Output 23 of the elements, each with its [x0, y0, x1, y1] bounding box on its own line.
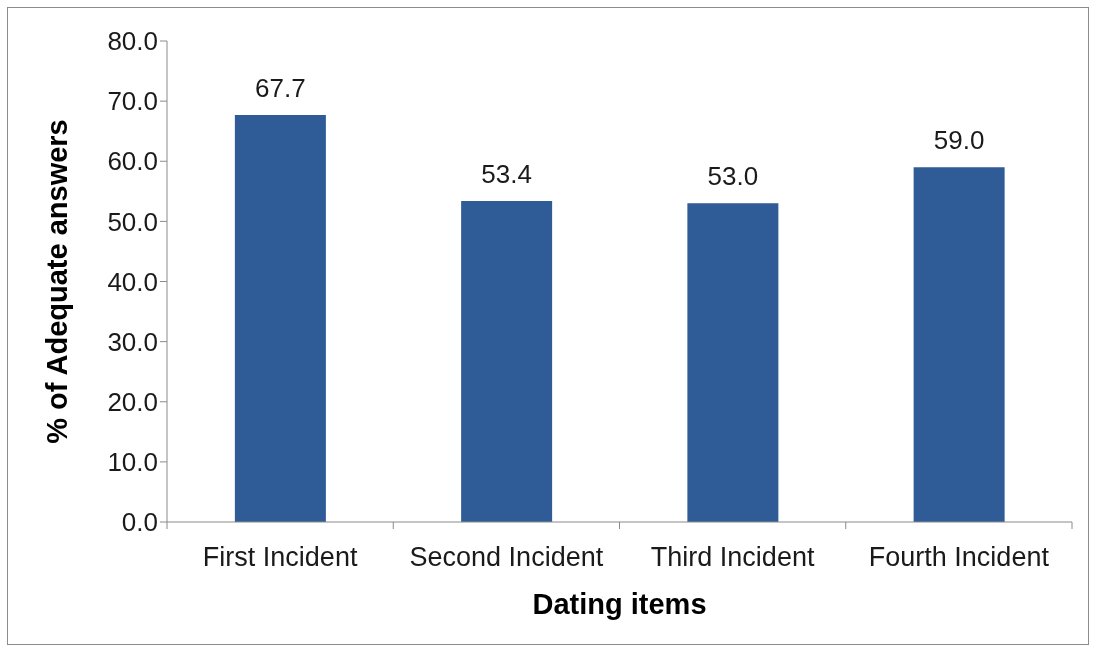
bar [913, 167, 1005, 522]
x-tick-label: Second Incident [409, 542, 604, 572]
bar [687, 203, 779, 522]
data-label: 53.0 [707, 161, 759, 192]
y-tick-label: 10.0 [107, 447, 158, 478]
y-tick-label: 0.0 [121, 507, 158, 538]
x-tick-label: Third Incident [650, 542, 815, 572]
y-axis-title: % of Adequate answers [41, 119, 74, 444]
data-label: 59.0 [933, 125, 985, 156]
x-axis-title: Dating items [532, 588, 707, 620]
y-tick-label: 40.0 [107, 266, 158, 297]
y-tick-label: 20.0 [107, 386, 158, 417]
y-tick-label: 80.0 [107, 26, 158, 57]
bar [234, 114, 326, 522]
y-tick-label: 50.0 [107, 206, 158, 237]
data-label: 67.7 [255, 72, 306, 103]
y-tick-label: 70.0 [107, 86, 158, 117]
x-tick-label: First Incident [202, 542, 358, 572]
data-label: 53.4 [481, 158, 532, 189]
y-tick-label: 30.0 [107, 326, 158, 357]
y-tick-label: 60.0 [107, 146, 158, 177]
bar [461, 200, 553, 522]
x-tick-label: Fourth Incident [868, 542, 1050, 572]
